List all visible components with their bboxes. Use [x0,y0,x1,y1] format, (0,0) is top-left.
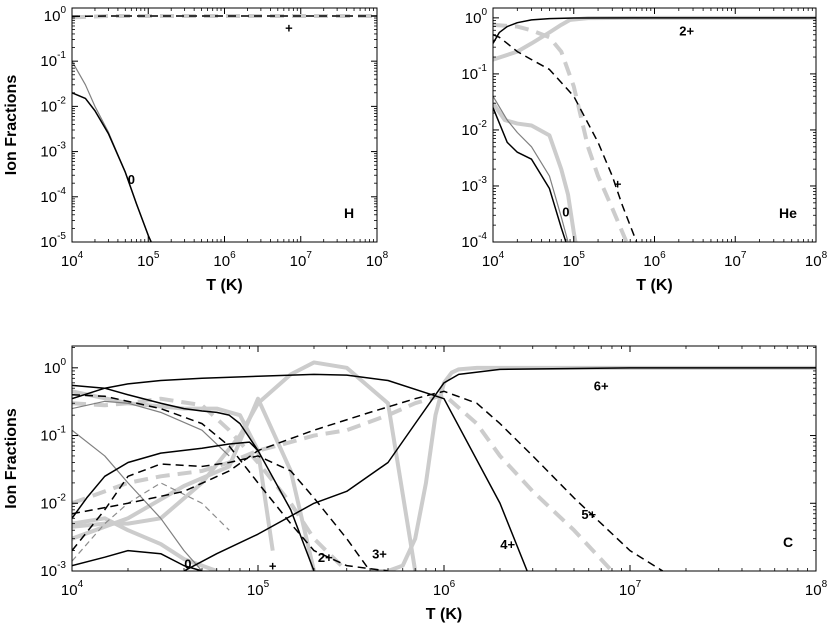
x-tick-label: 108 [805,579,828,599]
x-tick-label: 108 [366,250,389,270]
curve-label: 4+ [500,537,515,552]
y-tick-label: 100 [465,7,488,27]
element-panel-label: H [344,205,354,221]
curve-label: 0 [184,556,191,571]
y-tick-label: 10-3 [461,175,487,195]
series-line-1 [493,17,816,44]
series-line-4 [493,34,638,242]
series-line-3 [493,95,569,242]
series-line-6 [72,373,528,571]
curve-label: 0 [562,205,569,220]
carbon-panel: 104 105 106 107 108 10-3 10-2 10-1 100 T (K) Ion F… [3,345,828,623]
series-line-1 [72,549,203,571]
series-line-8 [72,394,389,571]
series-line-18 [72,392,614,571]
y-tick-label: 100 [44,5,67,25]
x-axis-title: T (K) [636,277,672,294]
x-tick-label: 105 [563,250,586,270]
y-tick-label: 10-2 [461,119,487,139]
x-tick-label: 107 [290,250,313,270]
curve-label: 0 [128,172,135,187]
x-tick-label: 104 [61,250,84,270]
element-panel-label: C [783,534,793,550]
curve-label: 5+ [581,507,596,522]
series-line-3 [72,384,259,451]
x-tick-label: 108 [805,250,828,270]
y-tick-label: 10-1 [40,50,66,70]
curve-label: + [269,559,277,574]
series-line-2 [72,429,203,571]
series-line-5 [72,441,315,571]
y-axis-title: Ion Fractions [3,408,20,509]
series-line-10 [72,482,230,562]
element-panel-label: He [779,205,797,221]
y-tick-label: 10-4 [40,186,66,206]
curve-label: 6+ [594,378,609,393]
x-axis-title: T (K) [426,606,462,623]
x-tick-label: 107 [724,250,747,270]
curve-label: 3+ [372,547,387,562]
y-tick-label: 10-2 [40,95,66,115]
y-tick-label: 100 [44,357,67,377]
y-tick-label: 10-2 [40,492,66,512]
y-tick-label: 10-3 [40,560,66,580]
y-tick-label: 10-5 [40,231,66,251]
series-line-17 [72,396,349,571]
series-line-15 [72,360,418,571]
series-line-5 [493,102,578,242]
x-tick-label: 104 [61,579,84,599]
series-line-14 [72,516,218,571]
series-line-1 [72,92,153,242]
x-tick-label: 105 [137,250,160,270]
y-tick-label: 10-1 [40,425,66,445]
series-line-9 [72,455,371,571]
x-tick-label: 106 [433,579,456,599]
series-line-2 [493,107,567,242]
x-tick-label: 106 [643,250,666,270]
curve-label: 2+ [679,23,694,38]
series-line-7 [493,22,629,242]
series-line-7 [183,367,816,571]
curve-label: 2+ [318,550,333,565]
series-line-11 [72,390,664,571]
x-axis-title: T (K) [206,277,242,294]
series-line-4 [72,400,230,457]
hydrogen-panel: 104 105 106 107 108 10-5 10-4 10-3 10-2 10-1 100 T … [3,5,389,294]
x-tick-label: 104 [482,250,505,270]
x-tick-label: 107 [619,579,642,599]
helium-panel: 104 105 106 107 108 10-4 10-3 10-2 10-1 100 T (K) 2… [461,7,827,294]
y-tick-label: 10-3 [40,141,66,161]
x-tick-label: 106 [213,250,236,270]
curve-label: + [614,177,622,192]
y-axis-title: Ion Fractions [3,75,20,176]
curve-label: + [285,21,293,36]
y-tick-label: 10-4 [461,231,487,251]
x-tick-label: 105 [247,579,270,599]
y-tick-label: 10-1 [461,63,487,83]
